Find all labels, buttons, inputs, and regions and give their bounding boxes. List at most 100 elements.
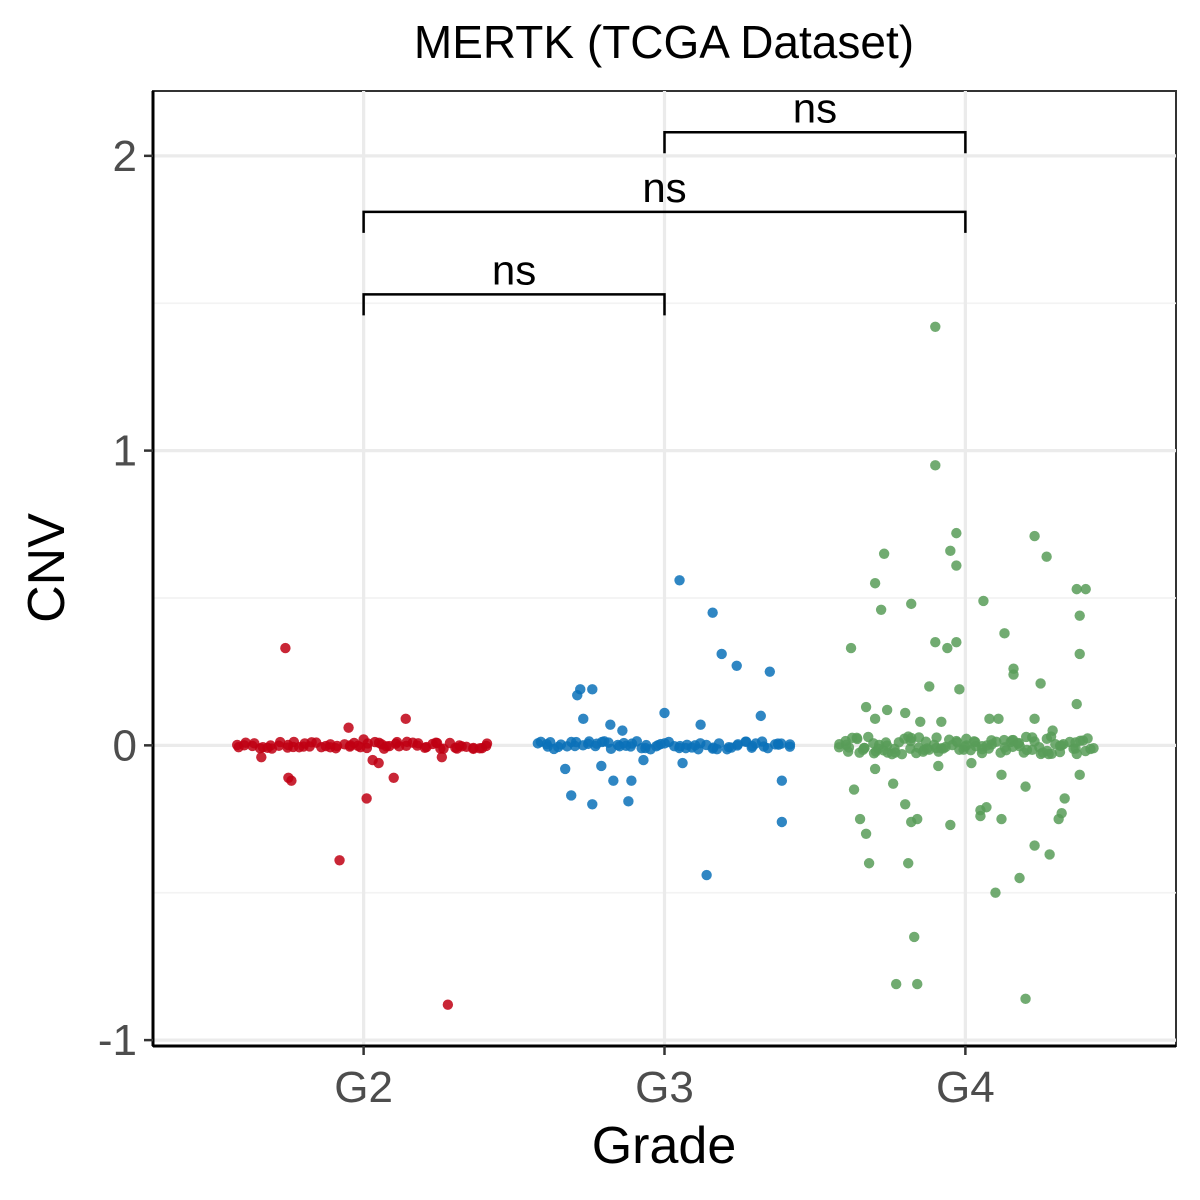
- y-tick-label: 1: [113, 427, 137, 476]
- data-point: [860, 828, 872, 839]
- data-point: [764, 666, 776, 677]
- data-point: [991, 736, 1002, 747]
- data-point: [388, 772, 399, 783]
- data-point: [677, 757, 688, 769]
- data-point: [343, 722, 354, 733]
- data-point: [912, 813, 923, 825]
- x-tick-label: G4: [936, 1063, 995, 1112]
- data-point: [361, 793, 372, 804]
- data-point: [286, 775, 297, 786]
- data-point: [674, 575, 685, 586]
- data-point: [1044, 849, 1055, 860]
- data-point: [617, 725, 628, 736]
- comparison-bracket: [663, 131, 967, 154]
- data-point: [978, 595, 989, 607]
- y-tick-label: 2: [113, 132, 137, 181]
- data-point: [845, 642, 857, 654]
- data-point: [695, 719, 706, 730]
- data-point: [784, 741, 796, 752]
- data-point: [755, 710, 766, 722]
- data-point: [1047, 725, 1058, 736]
- significance-label: ns: [793, 84, 837, 131]
- data-point: [776, 816, 788, 828]
- data-point: [869, 763, 881, 775]
- grid: [153, 91, 1176, 1046]
- data-point: [933, 760, 944, 772]
- data-point: [358, 734, 369, 745]
- data-point: [906, 598, 917, 610]
- data-point: [1014, 872, 1025, 884]
- data-point: [848, 784, 860, 795]
- data-point: [869, 713, 881, 725]
- data-point: [1029, 713, 1040, 725]
- data-point: [1008, 669, 1019, 680]
- data-point: [930, 460, 941, 471]
- data-point: [481, 738, 493, 749]
- data-point: [981, 802, 992, 813]
- data-point: [903, 858, 914, 869]
- data-point: [996, 813, 1007, 825]
- data-point: [860, 701, 872, 713]
- data-point: [1088, 742, 1099, 754]
- data-point: [1020, 781, 1031, 792]
- significance-label: ns: [492, 246, 536, 293]
- data-point: [869, 578, 881, 589]
- data-point: [776, 738, 787, 749]
- data-point: [1041, 551, 1052, 562]
- data-point: [1029, 530, 1040, 542]
- data-point: [966, 757, 977, 769]
- data-point: [875, 604, 887, 615]
- data-point: [707, 607, 718, 618]
- data-point: [280, 642, 291, 654]
- data-point: [605, 719, 616, 730]
- data-point: [367, 754, 378, 766]
- data-point: [1046, 748, 1057, 759]
- data-point: [701, 869, 712, 881]
- data-point: [930, 636, 941, 648]
- data-point: [273, 740, 285, 751]
- data-point: [945, 819, 956, 831]
- data-point: [993, 713, 1004, 725]
- chart-title: MERTK (TCGA Dataset): [414, 16, 914, 68]
- data-point: [896, 748, 908, 760]
- data-point: [587, 684, 598, 695]
- data-point: [776, 775, 788, 786]
- data-point: [951, 735, 962, 747]
- data-point: [951, 560, 962, 571]
- data-point: [716, 648, 727, 660]
- data-point: [731, 660, 742, 671]
- data-point: [442, 999, 454, 1010]
- comparison-bracket: [362, 210, 967, 233]
- data-point: [1029, 840, 1040, 851]
- data-point: [900, 799, 911, 810]
- data-point: [954, 684, 965, 695]
- series-g3: [532, 575, 796, 881]
- data-point: [906, 732, 917, 744]
- data-point: [436, 751, 448, 763]
- data-point: [915, 716, 926, 727]
- data-point: [1035, 678, 1046, 689]
- comparison-bracket: [362, 293, 666, 316]
- data-point: [626, 775, 637, 786]
- data-point: [713, 738, 725, 749]
- x-axis-title: Grade: [592, 1117, 737, 1175]
- series-g2: [231, 642, 493, 1010]
- data-point: [1070, 743, 1081, 754]
- data-point: [587, 799, 598, 810]
- data-point: [608, 775, 619, 786]
- data-point: [890, 978, 902, 990]
- data-point: [951, 527, 962, 539]
- data-point: [863, 858, 875, 869]
- data-point: [1080, 583, 1091, 595]
- data-point: [975, 810, 986, 822]
- data-point: [1074, 648, 1085, 660]
- x-tick-label: G3: [635, 1063, 694, 1112]
- data-point: [623, 796, 634, 807]
- data-point: [912, 978, 923, 990]
- data-point: [990, 887, 1001, 898]
- data-point: [566, 790, 577, 801]
- data-point: [878, 548, 890, 559]
- data-point: [638, 754, 649, 766]
- significance-brackets: ns ns ns: [362, 84, 967, 316]
